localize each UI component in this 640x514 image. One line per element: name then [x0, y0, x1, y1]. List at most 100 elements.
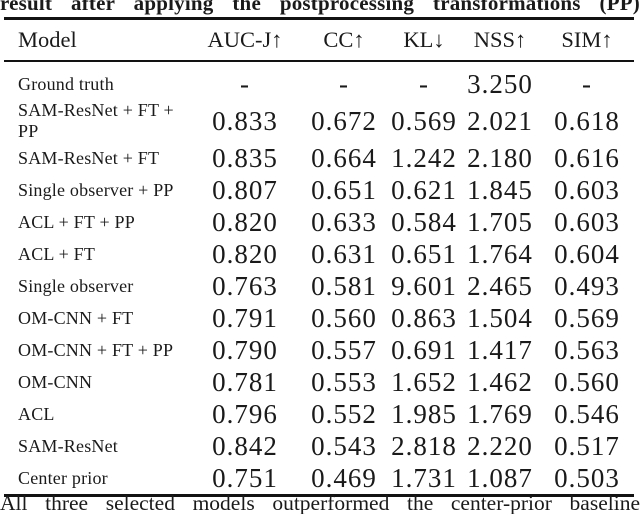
metric-sim-cell: 0.616: [554, 142, 620, 173]
metric-kl-cell: 0.569: [391, 105, 457, 136]
model-name-cell: SAM-ResNet + FT: [18, 147, 160, 168]
metric-nss-cell: 1.705: [467, 206, 533, 237]
metric-cc-cell: 0.672: [311, 105, 377, 136]
metric-sim-cell: 0.604: [554, 238, 620, 269]
metric-auc-j-cell: 0.820: [212, 238, 278, 269]
metric-cc-cell: 0.664: [311, 142, 377, 173]
model-name-cell: Single observer: [18, 275, 134, 296]
table-row: ACL + FT + PP 0.820 0.633 0.584 1.705 0.…: [4, 206, 634, 238]
table-row: Center prior 0.751 0.469 1.731 1.087 0.5…: [4, 462, 634, 496]
model-name-cell: SAM-ResNet: [18, 435, 118, 456]
table-row: Ground truth - - - 3.250 -: [4, 61, 634, 100]
model-name-cell: ACL: [18, 403, 55, 424]
metric-cc-cell: 0.651: [311, 174, 377, 205]
metric-nss-cell: 3.250: [467, 68, 533, 99]
metric-nss-cell: 1.504: [467, 302, 533, 333]
metric-sim-cell: 0.618: [554, 105, 620, 136]
metric-cc-cell: 0.552: [311, 398, 377, 429]
metric-cc-cell: 0.581: [311, 270, 377, 301]
metric-kl-cell: 0.584: [391, 206, 457, 237]
metric-auc-j-cell: 0.833: [212, 105, 278, 136]
metric-kl-cell: 1.985: [391, 398, 457, 429]
metric-cc-cell: 0.543: [311, 430, 377, 461]
model-name-cell: Single observer + PP: [18, 179, 174, 200]
metric-auc-j-cell: 0.835: [212, 142, 278, 173]
metric-auc-j-cell: 0.781: [212, 366, 278, 397]
table-row: SAM-ResNet + FT 0.835 0.664 1.242 2.180 …: [4, 142, 634, 174]
metric-auc-j-cell: 0.751: [212, 462, 278, 493]
column-header-auc-j: AUC-J↑: [190, 18, 300, 62]
metric-nss-cell: 1.764: [467, 238, 533, 269]
metric-auc-j-cell: -: [240, 68, 250, 99]
metric-sim-cell: 0.546: [554, 398, 620, 429]
table-row: ACL 0.796 0.552 1.985 1.769 0.546: [4, 398, 634, 430]
table-row: OM-CNN + FT + PP 0.790 0.557 0.691 1.417…: [4, 334, 634, 366]
table-row: OM-CNN + FT 0.791 0.560 0.863 1.504 0.56…: [4, 302, 634, 334]
metric-nss-cell: 1.462: [467, 366, 533, 397]
metric-kl-cell: 0.651: [391, 238, 457, 269]
metric-cc-cell: 0.557: [311, 334, 377, 365]
metric-nss-cell: 1.845: [467, 174, 533, 205]
metric-cc-cell: 0.631: [311, 238, 377, 269]
metric-cc-cell: 0.553: [311, 366, 377, 397]
column-header-nss: NSS↑: [460, 18, 540, 62]
metric-cc-cell: 0.633: [311, 206, 377, 237]
metric-nss-cell: 1.417: [467, 334, 533, 365]
metric-sim-cell: 0.503: [554, 462, 620, 493]
table-row: SAM-ResNet + FT + PP 0.833 0.672 0.569 2…: [4, 100, 634, 142]
metric-kl-cell: 0.621: [391, 174, 457, 205]
metric-nss-cell: 1.769: [467, 398, 533, 429]
model-name-cell: Ground truth: [18, 73, 114, 94]
metric-sim-cell: 0.563: [554, 334, 620, 365]
metric-nss-cell: 2.180: [467, 142, 533, 173]
metric-auc-j-cell: 0.807: [212, 174, 278, 205]
metric-nss-cell: 1.087: [467, 462, 533, 493]
column-header-kl: KL↓: [388, 18, 460, 62]
table-row: Single observer + PP 0.807 0.651 0.621 1…: [4, 174, 634, 206]
model-name-cell: ACL + FT: [18, 243, 96, 264]
metric-kl-cell: 0.691: [391, 334, 457, 365]
model-name-cell: OM-CNN + FT + PP: [18, 339, 174, 360]
model-name-cell: ACL + FT + PP: [18, 211, 135, 232]
metric-sim-cell: -: [582, 68, 592, 99]
table-row: Single observer 0.763 0.581 9.601 2.465 …: [4, 270, 634, 302]
metric-sim-cell: 0.517: [554, 430, 620, 461]
model-name-cell: Center prior: [18, 467, 108, 488]
metric-auc-j-cell: 0.763: [212, 270, 278, 301]
metric-kl-cell: 1.652: [391, 366, 457, 397]
metric-sim-cell: 0.603: [554, 174, 620, 205]
metric-nss-cell: 2.021: [467, 105, 533, 136]
metric-nss-cell: 2.465: [467, 270, 533, 301]
column-header-model: Model: [4, 18, 190, 62]
metric-kl-cell: 1.242: [391, 142, 457, 173]
metric-kl-cell: 2.818: [391, 430, 457, 461]
body-text-fragment: All three selected models outperformed t…: [0, 491, 640, 514]
metric-auc-j-cell: 0.796: [212, 398, 278, 429]
table-row: OM-CNN 0.781 0.553 1.652 1.462 0.560: [4, 366, 634, 398]
metric-nss-cell: 2.220: [467, 430, 533, 461]
metric-kl-cell: 9.601: [391, 270, 457, 301]
metric-cc-cell: -: [339, 68, 349, 99]
metric-auc-j-cell: 0.791: [212, 302, 278, 333]
metric-sim-cell: 0.603: [554, 206, 620, 237]
table-body: Ground truth - - - 3.250 - SAM-ResNet + …: [4, 61, 634, 496]
results-table: Model AUC-J↑ CC↑ KL↓ NSS↑ SIM↑ Ground tr…: [4, 17, 634, 497]
metric-auc-j-cell: 0.820: [212, 206, 278, 237]
column-header-sim: SIM↑: [540, 18, 634, 62]
model-name-cell: OM-CNN + FT: [18, 307, 134, 328]
metric-sim-cell: 0.560: [554, 366, 620, 397]
metric-cc-cell: 0.560: [311, 302, 377, 333]
metric-kl-cell: -: [419, 68, 429, 99]
metric-auc-j-cell: 0.790: [212, 334, 278, 365]
table-row: SAM-ResNet 0.842 0.543 2.818 2.220 0.517: [4, 430, 634, 462]
body-text: All three selected models outperformed t…: [0, 491, 640, 514]
metric-cc-cell: 0.469: [311, 462, 377, 493]
metric-sim-cell: 0.569: [554, 302, 620, 333]
metric-sim-cell: 0.493: [554, 270, 620, 301]
metric-kl-cell: 1.731: [391, 462, 457, 493]
model-name-cell: OM-CNN: [18, 371, 93, 392]
metric-auc-j-cell: 0.842: [212, 430, 278, 461]
caption-top-fragment: result after applying the postprocessing…: [0, 0, 640, 15]
column-header-cc: CC↑: [300, 18, 388, 62]
metric-kl-cell: 0.863: [391, 302, 457, 333]
